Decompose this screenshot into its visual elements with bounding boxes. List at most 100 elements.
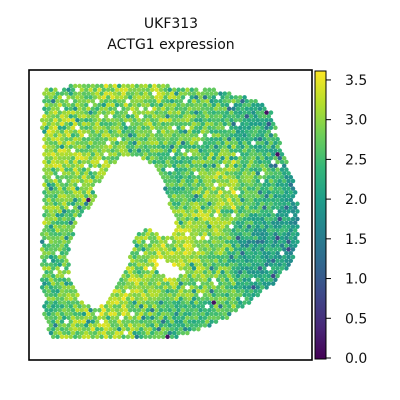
- spot: [233, 201, 239, 207]
- spot: [79, 315, 85, 321]
- spot: [64, 243, 69, 248]
- spot: [193, 117, 199, 123]
- spot: [213, 235, 219, 241]
- spot: [226, 167, 232, 172]
- spot: [152, 121, 157, 127]
- spot: [147, 281, 153, 286]
- spot: [110, 155, 115, 161]
- spot: [182, 152, 188, 157]
- spot: [200, 304, 206, 309]
- spot: [193, 216, 199, 222]
- spot: [171, 148, 177, 153]
- spot: [235, 235, 241, 241]
- spot: [259, 193, 265, 199]
- spot: [169, 296, 175, 302]
- spot: [193, 231, 199, 237]
- spot: [121, 98, 126, 104]
- spot: [193, 178, 199, 184]
- spot: [125, 83, 131, 89]
- spot: [50, 159, 56, 165]
- spot: [235, 114, 241, 119]
- spot: [68, 152, 74, 157]
- spot: [204, 152, 210, 157]
- spot: [233, 125, 239, 131]
- spot: [72, 121, 78, 127]
- spot: [75, 178, 80, 184]
- spot: [246, 178, 252, 184]
- spot: [196, 319, 201, 324]
- spot: [147, 326, 153, 332]
- spot: [114, 330, 120, 336]
- spot: [81, 144, 87, 150]
- spot: [209, 243, 214, 248]
- spot: [202, 323, 208, 328]
- spot: [189, 110, 195, 115]
- spot: [68, 212, 74, 218]
- spot: [50, 114, 56, 119]
- spot: [266, 190, 272, 195]
- spot: [270, 235, 276, 241]
- spot: [288, 228, 294, 233]
- spot: [178, 152, 184, 157]
- spot: [200, 281, 206, 286]
- spot: [149, 125, 155, 131]
- spot: [119, 117, 124, 123]
- spot: [141, 315, 146, 321]
- spot: [209, 281, 214, 286]
- spot: [231, 288, 236, 294]
- spot: [240, 197, 245, 203]
- spot: [286, 254, 291, 260]
- spot: [108, 159, 113, 165]
- spot: [231, 121, 236, 127]
- spot: [42, 235, 47, 241]
- spot: [246, 254, 252, 260]
- spot: [264, 193, 269, 199]
- spot: [72, 182, 78, 188]
- spot: [132, 247, 137, 252]
- spot: [180, 133, 186, 138]
- spot: [68, 91, 74, 96]
- spot: [160, 326, 166, 332]
- spot: [193, 163, 199, 169]
- spot: [141, 117, 146, 123]
- spot: [259, 209, 265, 214]
- spot: [110, 140, 115, 146]
- spot: [187, 319, 192, 324]
- spot: [97, 307, 102, 313]
- spot: [136, 315, 142, 321]
- spot: [66, 163, 71, 169]
- spot: [61, 133, 67, 138]
- spot: [259, 285, 265, 290]
- spot: [266, 212, 272, 218]
- spot: [72, 319, 78, 324]
- spot: [176, 140, 181, 146]
- spot: [215, 307, 221, 313]
- spot: [257, 228, 263, 233]
- spot: [72, 288, 78, 294]
- spot: [156, 319, 162, 324]
- spot: [244, 273, 250, 279]
- spot: [160, 106, 166, 112]
- spot: [130, 106, 135, 112]
- spot: [290, 231, 296, 237]
- spot: [44, 148, 49, 153]
- spot: [53, 163, 58, 169]
- spot: [242, 216, 247, 222]
- spot: [174, 288, 179, 294]
- spot: [141, 155, 146, 161]
- spot: [42, 121, 47, 127]
- spot: [66, 285, 71, 290]
- spot: [57, 269, 63, 275]
- spot: [66, 224, 71, 229]
- spot: [200, 182, 206, 188]
- spot: [123, 277, 129, 283]
- spot: [233, 148, 239, 153]
- spot: [275, 212, 280, 218]
- spot: [242, 285, 247, 290]
- spot: [275, 258, 280, 264]
- spot: [273, 254, 278, 260]
- spot: [83, 193, 89, 199]
- spot: [50, 258, 56, 264]
- spot: [68, 228, 74, 233]
- spot: [198, 171, 203, 176]
